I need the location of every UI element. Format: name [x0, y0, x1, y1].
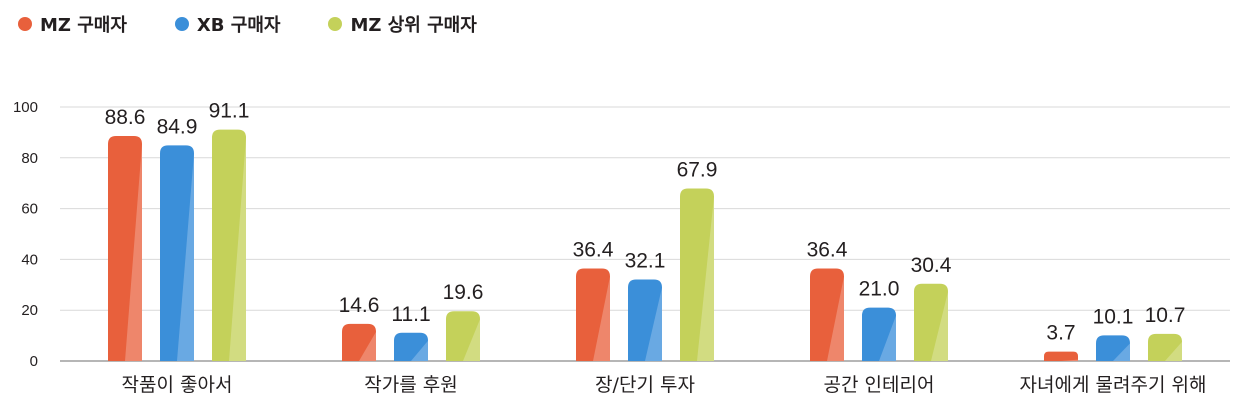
x-tick-label: 장/단기 투자 — [595, 374, 695, 396]
bars — [108, 129, 1182, 361]
bar — [810, 268, 844, 361]
bar — [212, 129, 246, 361]
legend-label-mz: MZ 구매자 — [40, 15, 127, 36]
data-label: 36.4 — [573, 239, 614, 262]
bar-highlight — [879, 315, 896, 361]
bar — [1148, 333, 1182, 361]
bar — [160, 145, 194, 361]
data-label: 88.6 — [105, 106, 146, 129]
y-tick-label: 20 — [21, 302, 38, 319]
data-label: 32.1 — [625, 249, 666, 272]
legend-swatch-mz-top — [328, 17, 343, 31]
bar — [862, 307, 896, 361]
x-tick-label: 자녀에게 물려주기 위해 — [1020, 374, 1207, 396]
legend: MZ 구매자 XB 구매자 MZ 상위 구매자 — [18, 10, 525, 38]
bar-highlight — [827, 276, 844, 361]
bar — [342, 323, 376, 361]
x-tick-label: 작품이 좋아서 — [122, 374, 233, 396]
data-label: 36.4 — [807, 239, 848, 262]
bar-highlight — [125, 143, 142, 361]
data-label: 91.1 — [209, 100, 250, 123]
y-tick-label: 80 — [21, 150, 38, 167]
legend-swatch-mz — [18, 17, 32, 31]
data-label: 19.6 — [443, 281, 484, 304]
legend-item-xb: XB 구매자 — [174, 11, 281, 37]
y-tick-label: 60 — [21, 201, 38, 218]
bar-body — [1044, 351, 1078, 361]
data-label: 30.4 — [911, 254, 952, 277]
legend-label-xb: XB 구매자 — [196, 15, 281, 36]
bar-highlight — [359, 331, 376, 361]
bar — [576, 268, 610, 361]
legend-swatch-xb — [174, 17, 189, 31]
bar-highlight — [1165, 341, 1182, 361]
bar-highlight — [1113, 343, 1130, 361]
data-label: 21.0 — [859, 278, 900, 301]
value-labels: 88.6 84.9 91.1 14.6 11.1 19.6 36.4 32.1 67.9 36.4… — [105, 100, 1186, 345]
data-label: 14.6 — [339, 294, 380, 317]
bar-highlight — [229, 137, 246, 361]
bar — [108, 135, 142, 361]
data-label: 3.7 — [1046, 322, 1075, 345]
y-tick-label: 0 — [30, 353, 38, 370]
data-label: 10.7 — [1145, 304, 1186, 327]
x-tick-label: 작가를 후원 — [364, 374, 457, 396]
bar — [1096, 335, 1130, 361]
data-label: 67.9 — [677, 159, 718, 182]
bar — [1044, 351, 1078, 361]
bar — [680, 188, 714, 361]
bar-highlight — [177, 153, 194, 361]
y-tick-label: 100 — [13, 99, 38, 116]
legend-item-mz: MZ 구매자 — [18, 11, 127, 37]
y-tick-label: 40 — [21, 251, 38, 268]
gridlines — [60, 106, 1230, 362]
bar-highlight — [931, 291, 948, 361]
legend-label-mz-top: MZ 상위 구매자 — [350, 15, 477, 36]
bar-highlight — [645, 287, 662, 361]
bar-highlight — [593, 276, 610, 361]
bar-highlight — [1061, 359, 1078, 361]
bar-highlight — [697, 196, 714, 361]
data-label: 11.1 — [391, 303, 430, 326]
y-axis-ticks: 0 20 40 60 80 100 — [13, 99, 38, 370]
bar-highlight — [411, 340, 428, 361]
x-tick-label: 공간 인테리어 — [824, 374, 935, 396]
data-label: 10.1 — [1093, 305, 1134, 328]
legend-item-mz-top: MZ 상위 구매자 — [328, 11, 477, 37]
data-label: 84.9 — [157, 115, 198, 138]
category-labels: 작품이 좋아서 작가를 후원 장/단기 투자 공간 인테리어 자녀에게 물려주기 위해 — [122, 374, 1207, 396]
bar-highlight — [463, 319, 480, 361]
bar — [914, 283, 948, 361]
bar — [628, 279, 662, 361]
bar — [446, 311, 480, 361]
bar — [394, 332, 428, 361]
